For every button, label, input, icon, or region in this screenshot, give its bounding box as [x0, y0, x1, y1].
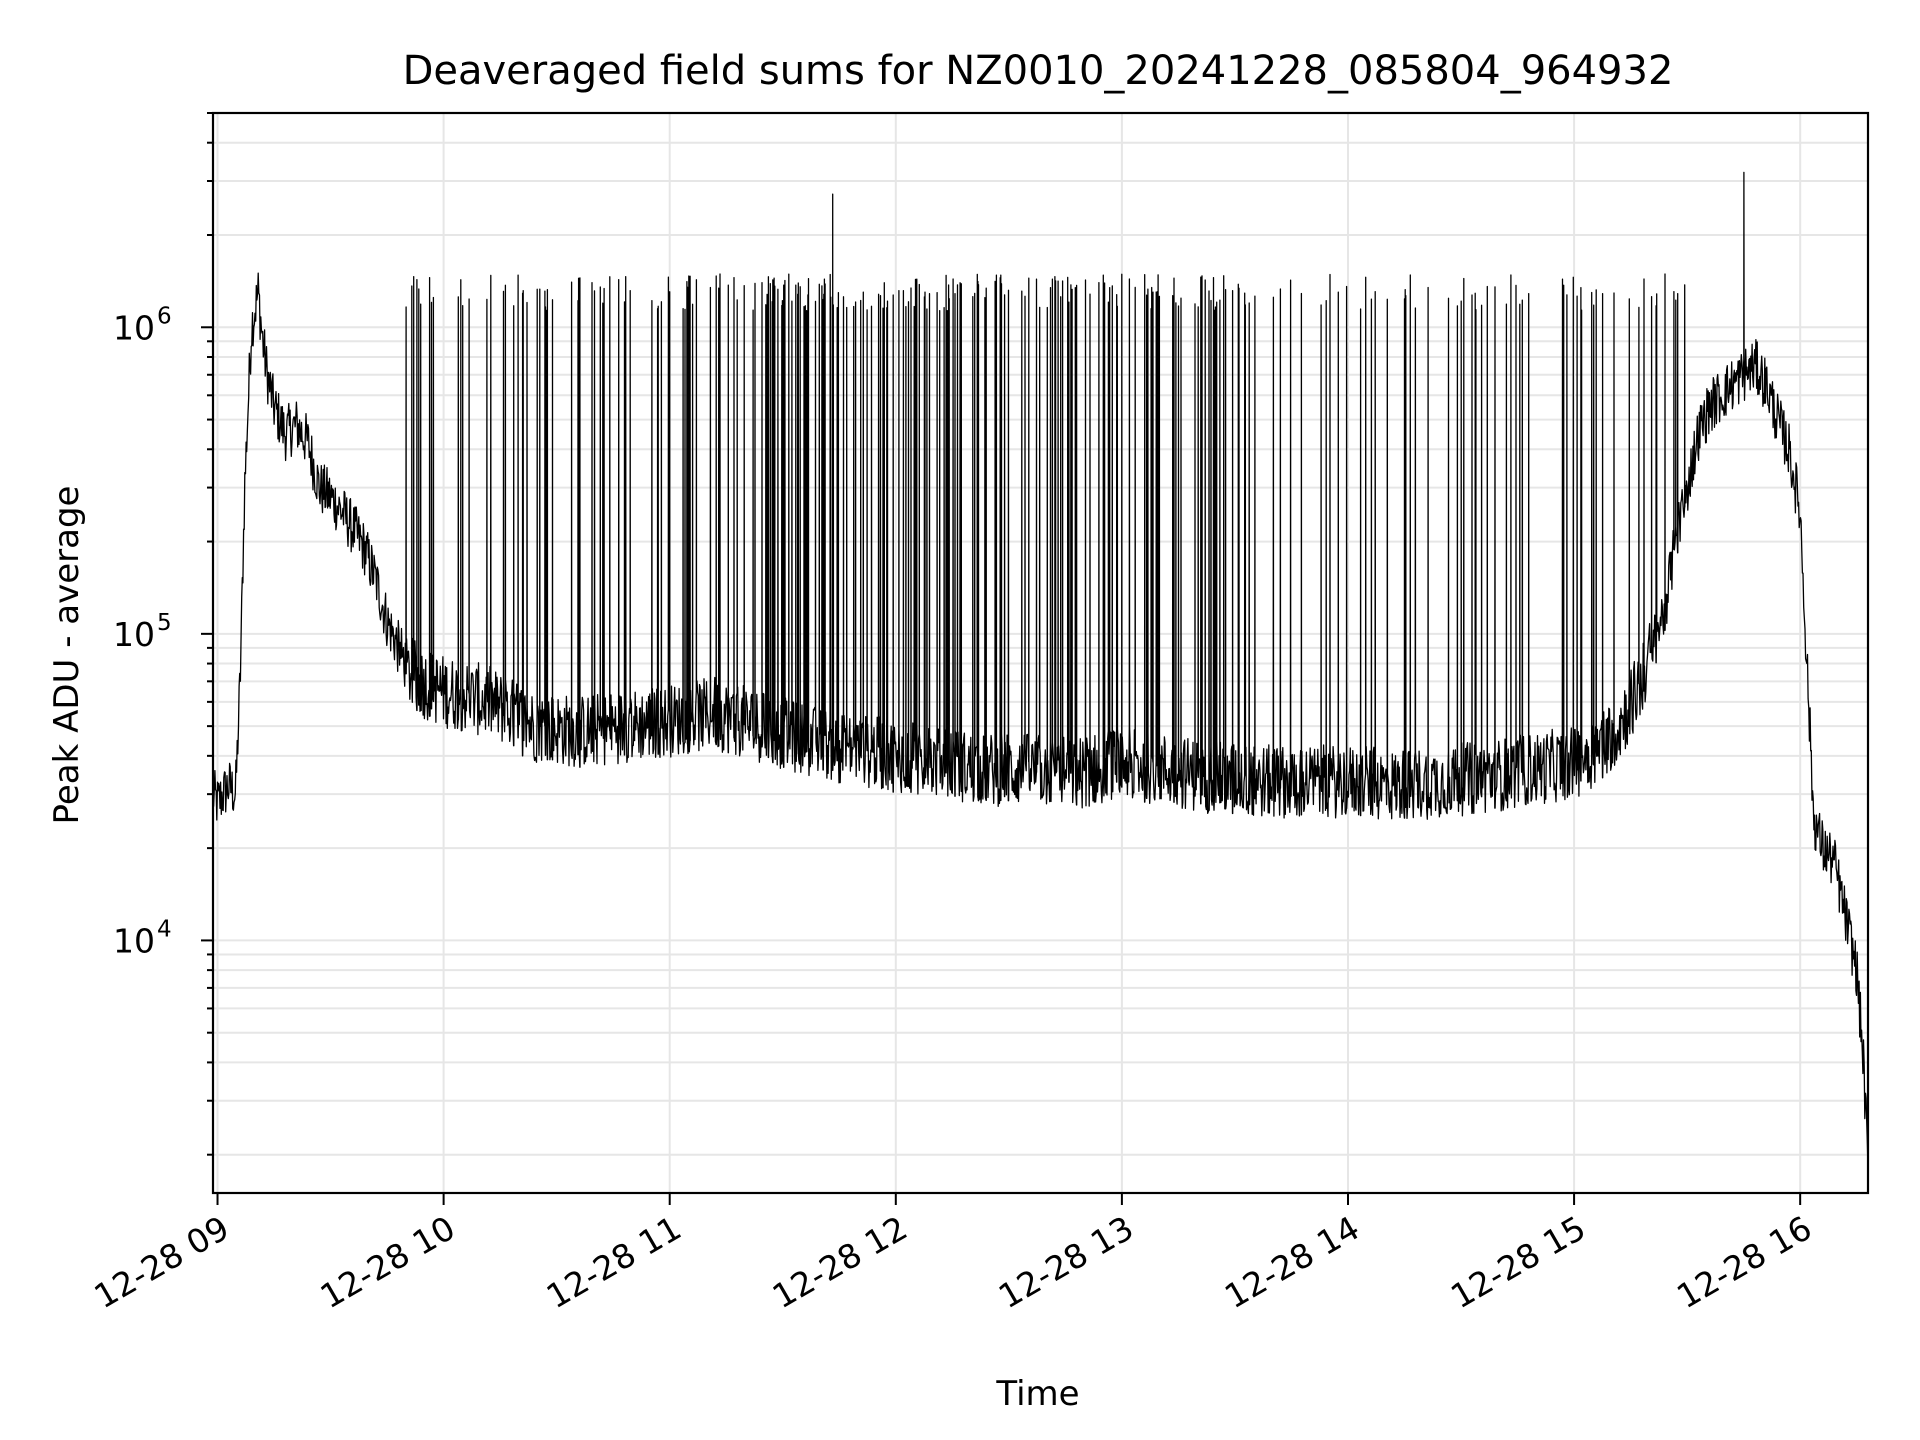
- y-tick-label: 10: [113, 308, 155, 347]
- y-tick-label-exponent: 5: [157, 610, 172, 636]
- y-tick-label-exponent: 4: [157, 916, 172, 942]
- plot-area-frame: [211, 111, 1870, 1195]
- x-axis-label: Time: [995, 1374, 1079, 1414]
- series-line: [212, 171, 1869, 1169]
- y-tick-label-exponent: 6: [157, 303, 172, 329]
- chart-title: Deaveraged field sums for NZ0010_2024122…: [403, 48, 1674, 94]
- y-tick-label: 10: [113, 615, 155, 654]
- y-axis-label: Peak ADU - average: [47, 486, 87, 825]
- y-tick-label: 10: [113, 921, 155, 960]
